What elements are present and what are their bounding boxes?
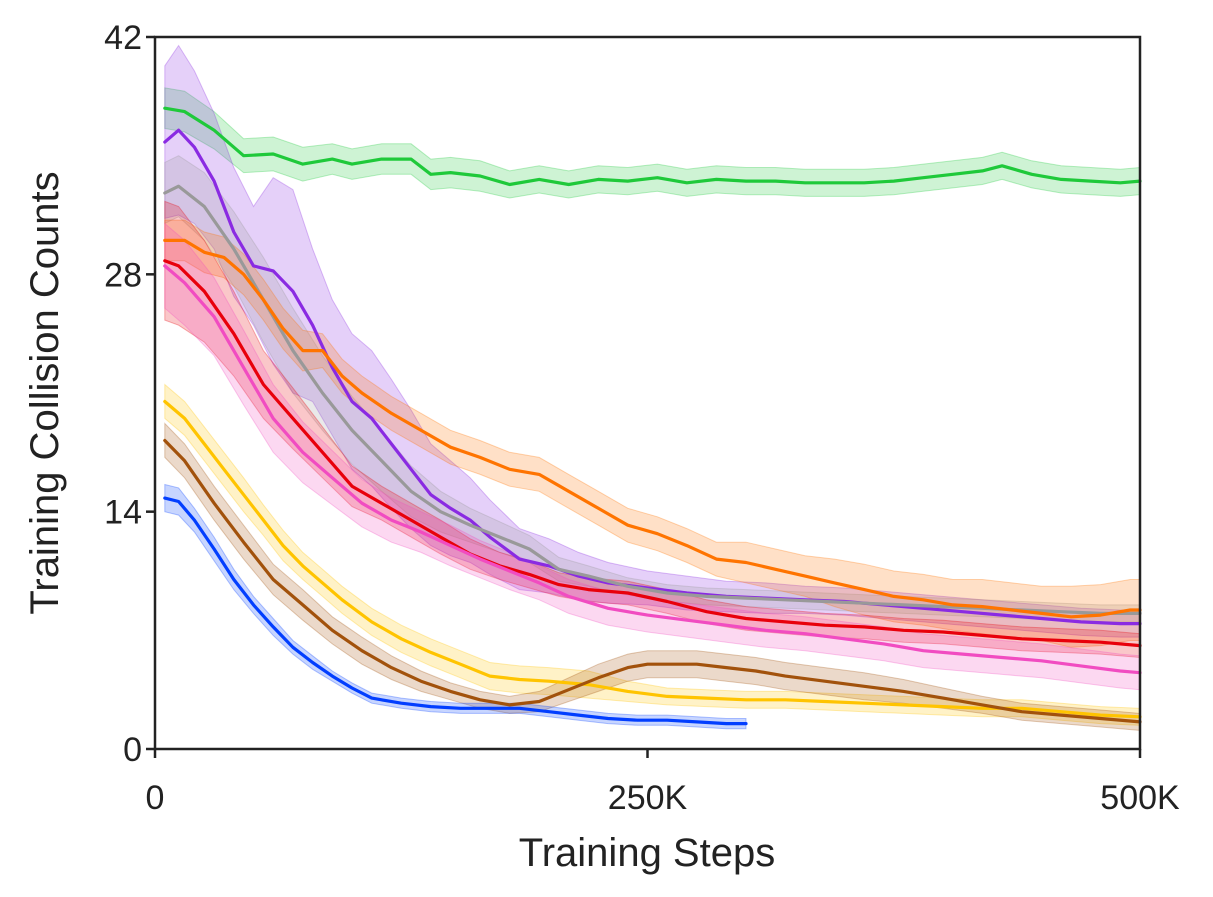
series-7-line	[163, 438, 1142, 724]
series-lines	[163, 106, 1142, 726]
x-axis-title: Training Steps	[519, 831, 775, 875]
series-6-line	[163, 399, 1142, 719]
series-4-line	[163, 259, 1142, 648]
series-8-line	[163, 496, 748, 726]
x-tick-label: 0	[146, 779, 165, 817]
x-axis-ticks: 0 250K 500K	[146, 749, 1180, 817]
series-2-line	[163, 184, 1142, 616]
y-tick-label: 42	[104, 19, 142, 57]
series-1-line	[163, 128, 1142, 626]
y-axis-title: Training Collision Counts	[23, 171, 67, 614]
series-3-line	[163, 238, 1142, 619]
x-tick-label: 500K	[1100, 779, 1180, 817]
series-8-band	[164, 483, 747, 730]
y-axis-ticks: 0 14 28 42	[104, 19, 155, 769]
y-tick-label: 0	[123, 731, 142, 769]
x-tick-label: 250K	[608, 779, 688, 817]
y-tick-label: 14	[104, 494, 142, 532]
y-tick-label: 28	[104, 256, 142, 294]
series-0-line	[163, 106, 1142, 187]
series-5-line	[163, 264, 1142, 675]
